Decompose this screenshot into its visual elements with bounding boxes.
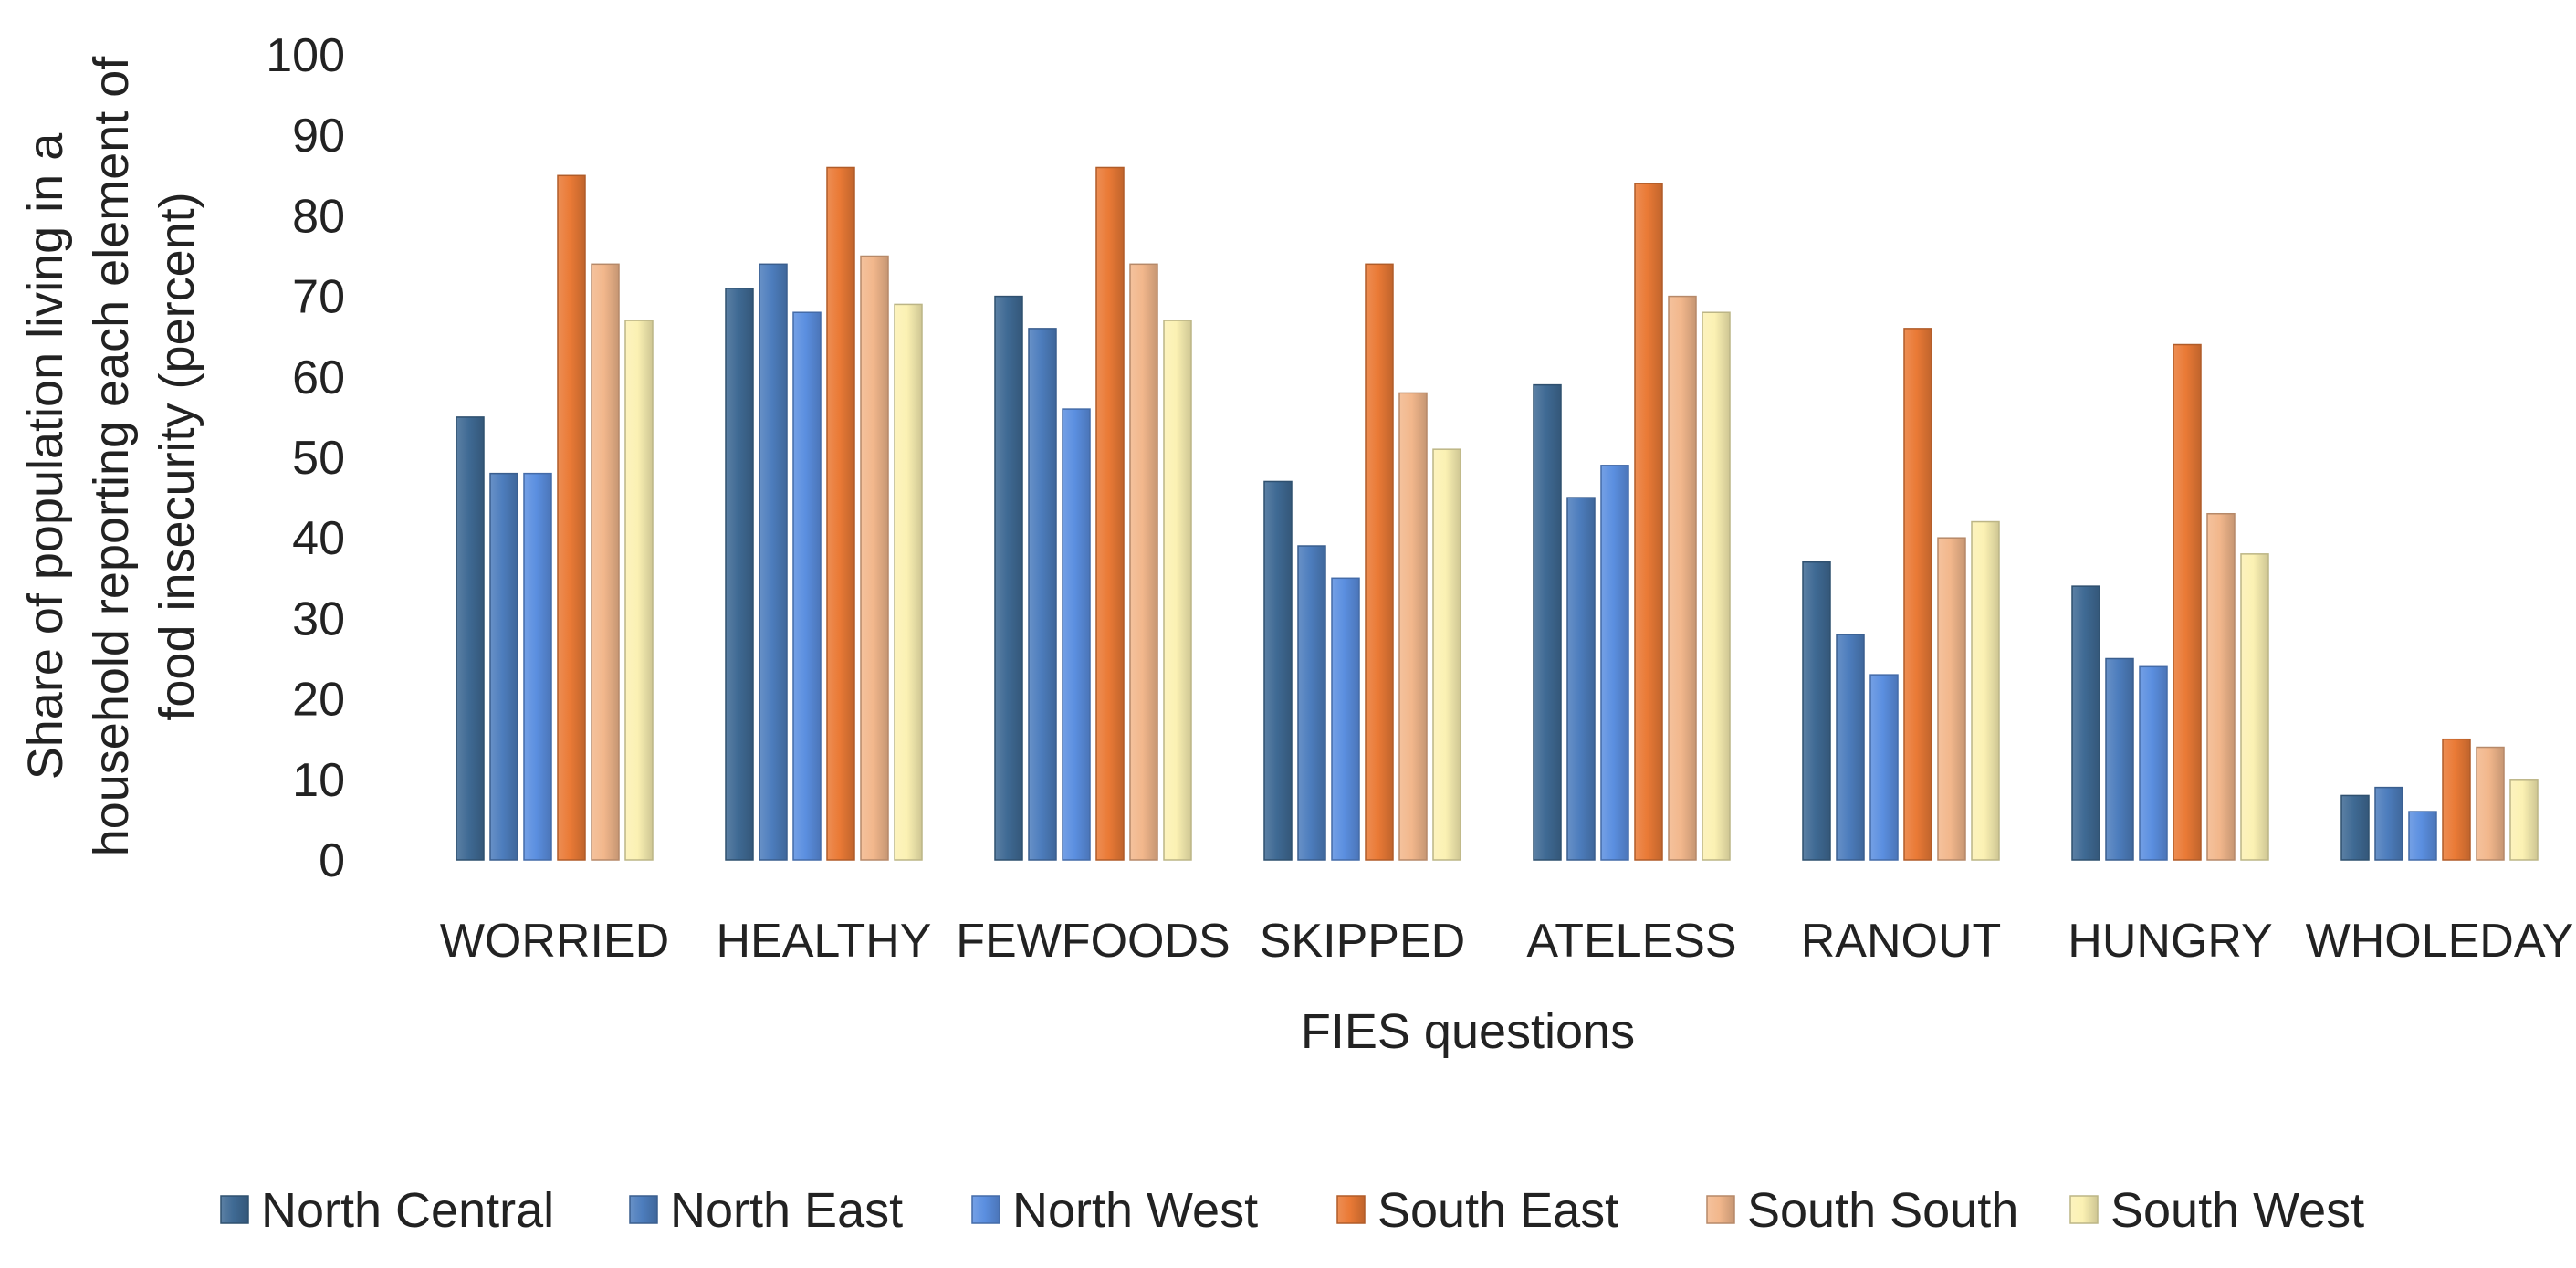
bar xyxy=(2071,585,2100,861)
bar xyxy=(2173,343,2202,861)
y-axis-title-line: Share of population living in a xyxy=(18,132,73,780)
legend-swatch xyxy=(220,1195,249,1224)
y-axis-title-line: household reporting each element of xyxy=(84,56,139,857)
bar xyxy=(2240,553,2269,861)
y-tick-label: 30 xyxy=(292,592,345,645)
bar xyxy=(591,263,620,861)
bar xyxy=(1398,392,1428,861)
bar xyxy=(1263,480,1293,861)
bar xyxy=(1869,674,1899,861)
bar xyxy=(624,320,654,861)
bar xyxy=(523,472,552,861)
bar xyxy=(1331,577,1360,861)
y-axis-title-line: food insecurity (percent) xyxy=(150,192,204,720)
x-axis-title: FIES questions xyxy=(1301,1004,1635,1059)
bar xyxy=(1432,448,1461,861)
legend-item: South West xyxy=(2069,1183,2364,1238)
legend-swatch xyxy=(1336,1195,1366,1224)
bar xyxy=(2139,665,2168,861)
legend-swatch xyxy=(629,1195,658,1224)
bar xyxy=(2509,779,2539,861)
bar xyxy=(792,311,822,861)
bar xyxy=(1062,408,1091,861)
y-tick-label: 40 xyxy=(292,512,345,565)
y-tick-label: 20 xyxy=(292,674,345,727)
legend-swatch xyxy=(971,1195,1000,1224)
bar xyxy=(1566,497,1596,861)
bar xyxy=(2206,512,2236,861)
legend-label: North East xyxy=(670,1183,903,1238)
bar xyxy=(1600,465,1629,861)
y-tick-label: 10 xyxy=(292,754,345,807)
legend-item: North Central xyxy=(220,1183,554,1238)
bar xyxy=(1163,320,1192,861)
bar xyxy=(1802,561,1831,861)
y-tick-label: 50 xyxy=(292,432,345,485)
bar xyxy=(2105,657,2134,861)
x-category-label: FEWFOODS xyxy=(956,915,1230,968)
bar xyxy=(1028,328,1057,861)
bar xyxy=(1836,634,1865,861)
y-axis-ticks: 0 10 20 30 40 50 60 70 80 90 100 xyxy=(266,29,345,887)
x-category-label: WORRIED xyxy=(440,915,669,968)
x-category-label: HEALTHY xyxy=(717,915,932,968)
legend-label: South West xyxy=(2110,1183,2364,1238)
legend-item: South East xyxy=(1336,1183,1618,1238)
bar xyxy=(2408,811,2437,861)
bar xyxy=(1533,383,1562,861)
bar xyxy=(2476,746,2505,861)
bar xyxy=(1095,166,1125,861)
y-tick-label: 80 xyxy=(292,190,345,243)
y-tick-label: 60 xyxy=(292,351,345,404)
bar xyxy=(456,416,485,861)
bar xyxy=(994,295,1023,861)
legend-label: South East xyxy=(1377,1183,1618,1238)
legend-label: South South xyxy=(1747,1183,2018,1238)
bar xyxy=(894,303,923,861)
y-tick-label: 90 xyxy=(292,110,345,162)
bar xyxy=(1297,545,1326,861)
bar xyxy=(1634,183,1663,861)
x-category-label: WHOLEDAY xyxy=(2306,915,2574,968)
y-tick-label: 0 xyxy=(319,834,345,887)
y-axis-title: Share of population living in a household… xyxy=(18,56,204,857)
bar xyxy=(759,263,788,861)
x-category-label: SKIPPED xyxy=(1260,915,1465,968)
legend-item: South South xyxy=(1706,1183,2018,1238)
x-category-label: RANOUT xyxy=(1801,915,2002,968)
y-tick-label: 100 xyxy=(266,29,345,82)
bar xyxy=(826,166,855,861)
x-axis-categories: WORRIED HEALTHY FEWFOODS SKIPPED ATELESS RANO… xyxy=(440,915,2574,968)
bars xyxy=(456,166,2539,861)
bar xyxy=(2442,738,2471,861)
legend-item: North East xyxy=(629,1183,903,1238)
bar xyxy=(557,174,586,861)
x-category-label: HUNGRY xyxy=(2068,915,2272,968)
bar xyxy=(1971,520,2000,861)
x-category-label: ATELESS xyxy=(1526,915,1736,968)
y-tick-label: 70 xyxy=(292,271,345,324)
bar xyxy=(1903,328,1932,861)
legend: North Central North East North West South E… xyxy=(220,1183,2364,1238)
bar xyxy=(725,288,754,861)
bar xyxy=(2374,786,2403,861)
bar xyxy=(1937,537,1966,861)
bar xyxy=(1129,263,1158,861)
bar xyxy=(1365,263,1394,861)
bar xyxy=(1668,295,1697,861)
legend-swatch xyxy=(2069,1195,2099,1224)
bar xyxy=(489,472,518,861)
bar xyxy=(860,255,889,861)
legend-item: North West xyxy=(971,1183,1258,1238)
bar xyxy=(2340,794,2370,861)
legend-swatch xyxy=(1706,1195,1735,1224)
legend-label: North West xyxy=(1012,1183,1258,1238)
bar xyxy=(1702,311,1731,861)
legend-label: North Central xyxy=(261,1183,554,1238)
